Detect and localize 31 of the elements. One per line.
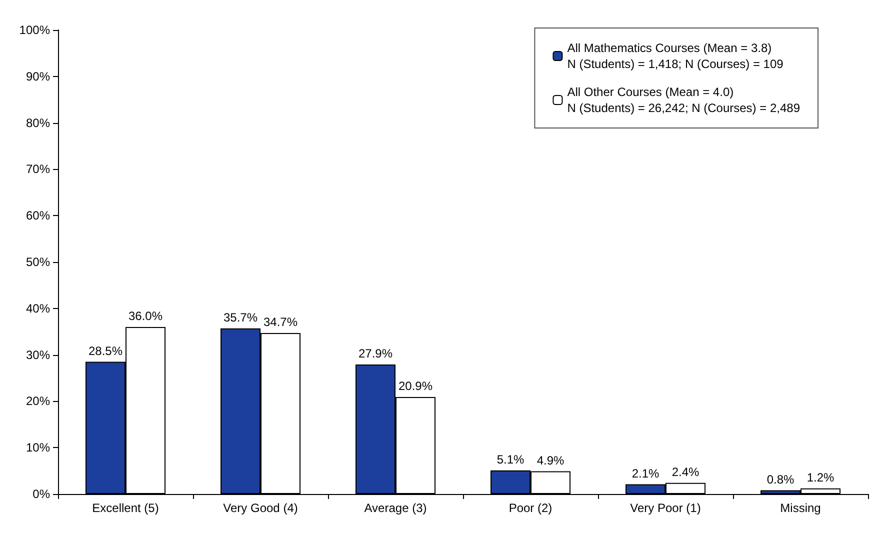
y-tick-label: 100%	[19, 23, 50, 37]
x-tick-label: Very Poor (1)	[630, 501, 701, 515]
data-label: 1.2%	[806, 470, 834, 484]
x-tick-label: Very Good (4)	[223, 501, 298, 515]
y-tick-label: 0%	[32, 487, 50, 501]
x-tick-label: Missing	[780, 501, 821, 515]
legend-label: All Mathematics Courses (Mean = 3.8) N (Students) = 1,418; N (Courses) = 109	[567, 41, 784, 71]
y-tick-label: 20%	[26, 394, 50, 408]
data-label: 34.7%	[263, 314, 298, 329]
data-label: 2.1%	[632, 466, 660, 480]
y-tick-label: 90%	[26, 69, 50, 84]
y-tick-label: 40%	[26, 301, 50, 316]
y-tick-label: 60%	[26, 208, 50, 223]
y-tick-label: 80%	[26, 116, 50, 130]
y-tick-label: 50%	[26, 255, 50, 269]
data-label: 0.8%	[766, 472, 794, 486]
data-label: 2.4%	[672, 464, 700, 479]
x-tick-label: Poor (2)	[508, 501, 552, 515]
y-tick-label: 30%	[26, 348, 50, 362]
x-tick-label: Average (3)	[364, 501, 427, 515]
y-tick-label: 10%	[26, 440, 50, 455]
data-label: 35.7%	[223, 310, 258, 324]
data-label: 4.9%	[536, 453, 564, 468]
y-tick-label: 70%	[26, 162, 50, 176]
data-label: 28.5%	[88, 344, 123, 358]
data-label: 20.9%	[398, 379, 433, 394]
data-label: 27.9%	[358, 346, 393, 361]
data-label: 5.1%	[496, 452, 524, 466]
x-tick-label: Excellent (5)	[92, 501, 159, 515]
data-label: 36.0%	[128, 308, 163, 323]
legend-label: All Other Courses (Mean = 4.0) N (Students) = 26,242; N (Courses) = 2,489	[567, 85, 800, 115]
